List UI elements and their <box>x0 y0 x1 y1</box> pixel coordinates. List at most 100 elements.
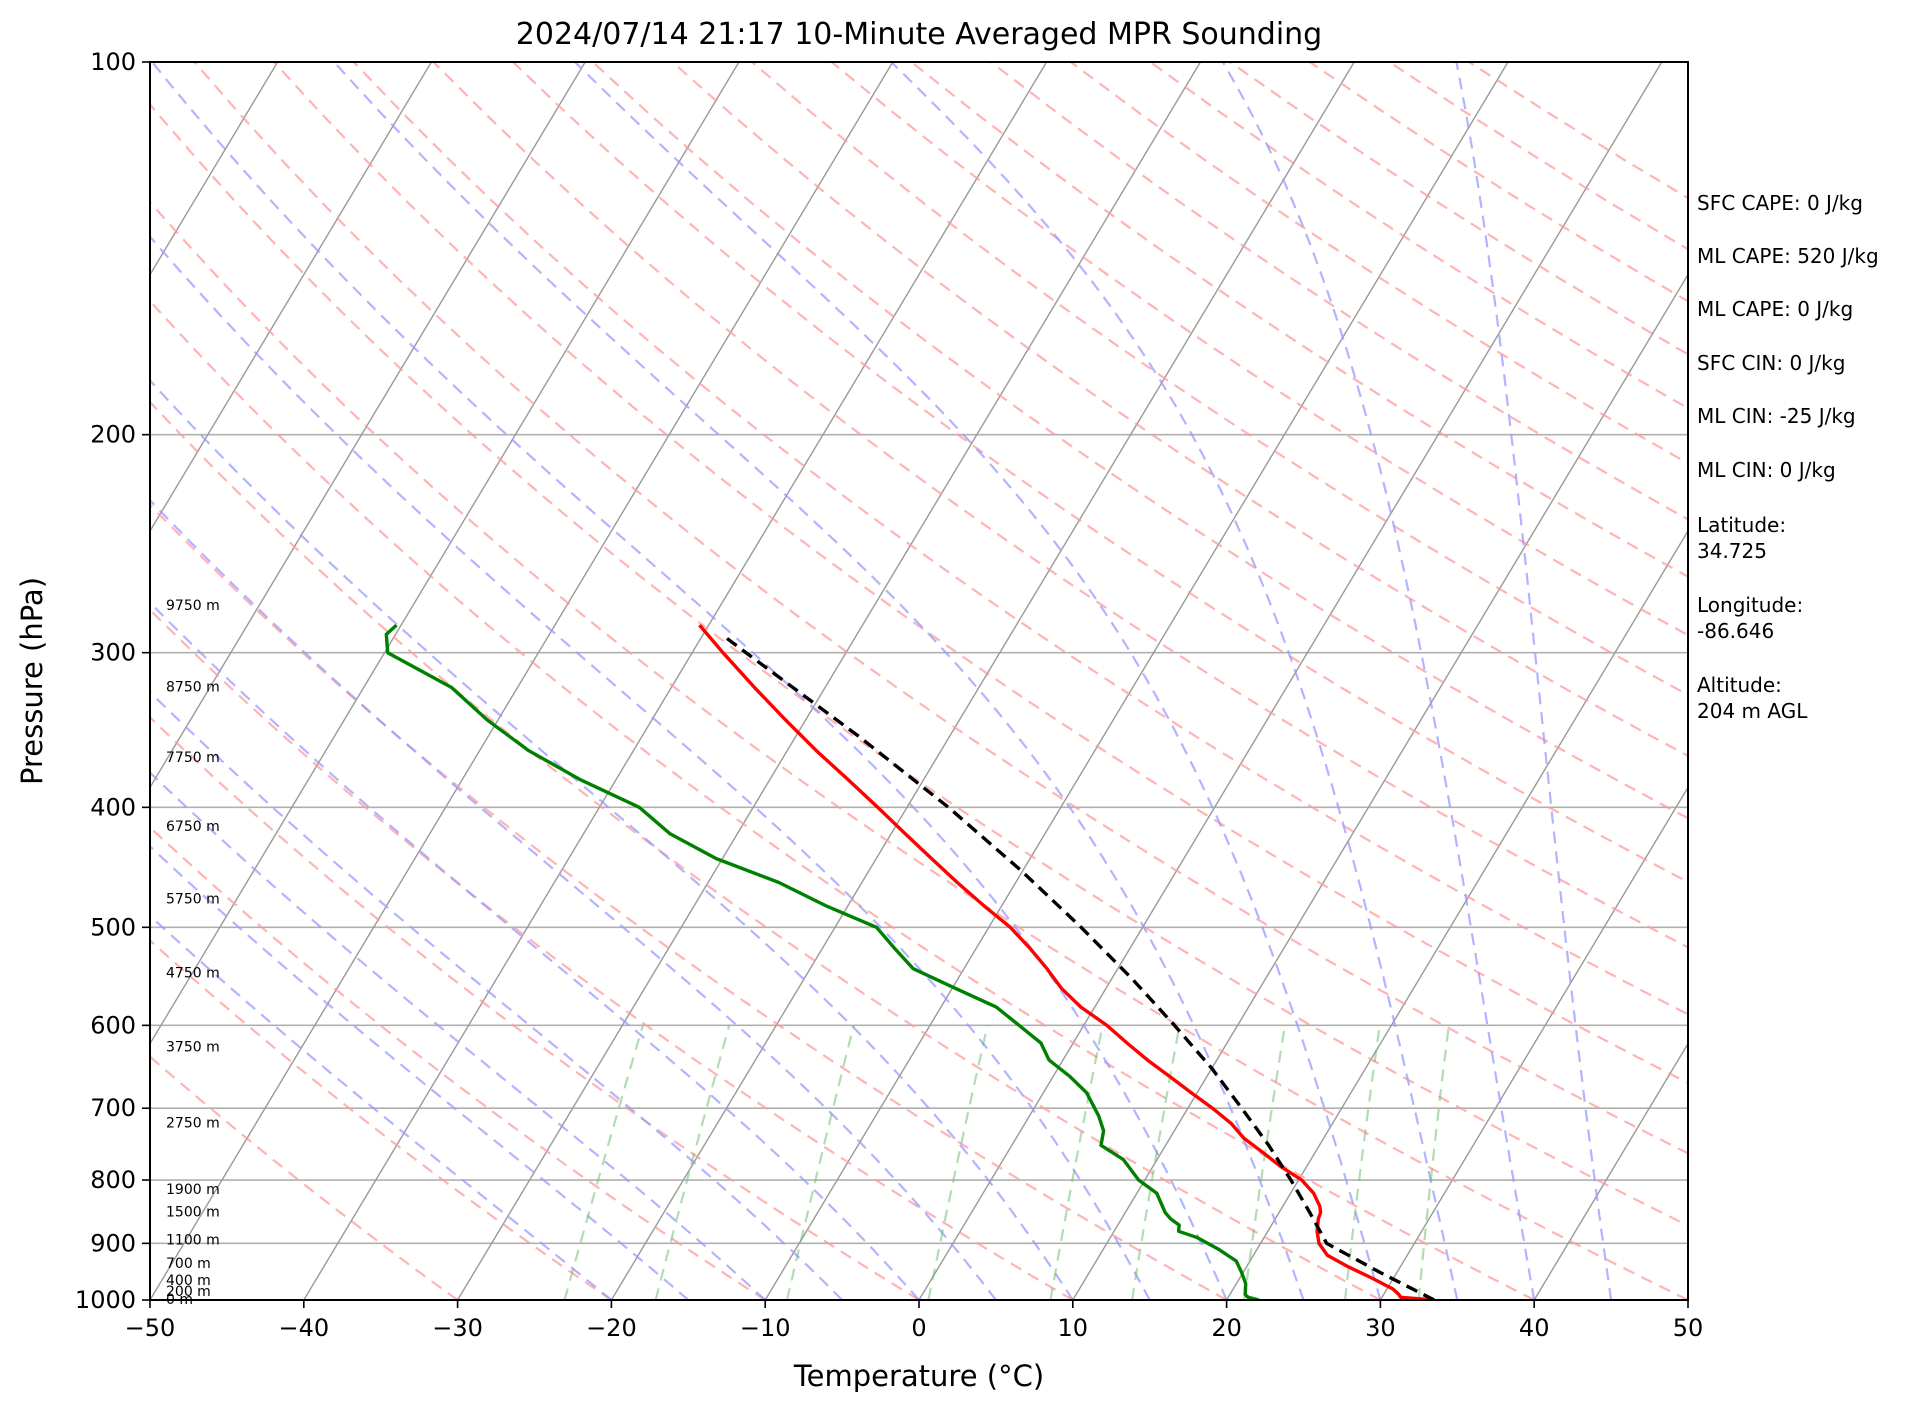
dry-adiabat <box>150 503 1228 1300</box>
x-tick-label: 10 <box>1058 1314 1089 1342</box>
mixing-ratio-line <box>1243 1025 1287 1300</box>
mixing-ratio-line <box>563 1025 644 1300</box>
altitude-value: 204 m AGL <box>1697 699 1808 723</box>
mixing-ratio-line <box>1131 1025 1181 1300</box>
x-axis-label: Temperature (°C) <box>793 1359 1044 1393</box>
y-tick-label: 900 <box>90 1229 136 1257</box>
info-line-ml-cape-2: ML CAPE: 0 J/kg <box>1697 297 1853 321</box>
moist-adiabat <box>150 771 766 1300</box>
dry-adiabat <box>591 62 1688 820</box>
moist-adiabat <box>150 378 1074 1300</box>
y-tick-label: 800 <box>90 1166 136 1194</box>
isotherm <box>1072 273 1688 1300</box>
pressure-gridlines <box>150 62 1688 1300</box>
dry-adiabat <box>150 825 766 1300</box>
mixing-ratio-line <box>1417 1025 1450 1300</box>
latitude-value: 34.725 <box>1697 539 1767 563</box>
x-tick-label: −30 <box>432 1314 483 1342</box>
dry-adiabat <box>150 400 1381 1300</box>
dry-adiabat <box>910 62 1688 578</box>
x-tick-label: 0 <box>911 1314 926 1342</box>
height-label: 1900 m <box>166 1182 220 1198</box>
moist-adiabat <box>1221 62 1536 1300</box>
dry-adiabat <box>150 102 1688 1227</box>
y-tick-label: 700 <box>90 1094 136 1122</box>
height-label: 9750 m <box>166 598 220 614</box>
dry-adiabat <box>512 62 1688 884</box>
dry-adiabat <box>150 1055 459 1300</box>
moist-adiabat <box>150 914 613 1300</box>
info-line-sfc-cape: SFC CAPE: 0 J/kg <box>1697 191 1863 215</box>
height-label: 8750 m <box>166 679 220 695</box>
isotherm <box>1533 1042 1688 1300</box>
isotherm <box>1379 785 1688 1300</box>
dry-adiabat <box>352 62 1688 1016</box>
height-label: 3750 m <box>166 1039 220 1055</box>
y-tick-label: 100 <box>90 48 136 76</box>
x-tick-label: 50 <box>1673 1314 1704 1342</box>
x-tick-label: −20 <box>586 1314 637 1342</box>
moist-adiabat <box>150 844 690 1300</box>
isotherm <box>303 62 1048 1300</box>
isotherm <box>150 62 586 789</box>
longitude-value: -86.646 <box>1697 619 1774 643</box>
height-label: 400 m <box>166 1273 211 1289</box>
chart-title: 2024/07/14 21:17 10-Minute Averaged MPR … <box>516 17 1322 52</box>
height-label: 1500 m <box>166 1205 220 1221</box>
y-tick-label: 600 <box>90 1011 136 1039</box>
mixing-ratio-lines <box>563 1025 1450 1300</box>
height-labels: 9750 m 8750 m 7750 m 6750 m 5750 m 4750 m 3750… <box>166 598 220 1308</box>
dry-adiabat <box>273 62 1688 1085</box>
mixing-ratio-line <box>1343 1025 1381 1300</box>
temperature-line <box>698 623 1435 1300</box>
height-label: 1100 m <box>166 1232 220 1248</box>
mixing-ratio-line <box>1049 1025 1104 1300</box>
axis-ticks: −50 −40 −30 −20 −10 0 10 20 30 40 50 100 200 300 400 50… <box>75 48 1703 1342</box>
y-axis-label: Pressure (hPa) <box>15 577 49 785</box>
dry-adiabat <box>150 299 1535 1300</box>
height-label: 5750 m <box>166 892 220 908</box>
isotherm <box>150 62 433 533</box>
y-tick-label: 500 <box>90 913 136 941</box>
isotherm <box>918 62 1663 1300</box>
moist-adiabat <box>150 690 843 1300</box>
dry-adiabats <box>150 62 1688 1300</box>
height-label: 4750 m <box>166 966 220 982</box>
sounding-info: SFC CAPE: 0 J/kg ML CAPE: 520 J/kg ML CA… <box>1697 191 1879 723</box>
moist-adiabat <box>333 62 1305 1300</box>
height-label: 2750 m <box>166 1115 220 1131</box>
isotherm <box>150 62 740 1046</box>
x-tick-label: 40 <box>1519 1314 1550 1342</box>
x-tick-label: 30 <box>1365 1314 1396 1342</box>
y-tick-label: 400 <box>90 793 136 821</box>
height-label: 200 m <box>166 1284 211 1300</box>
parcel-path-line <box>720 633 1435 1300</box>
info-line-ml-cape: ML CAPE: 520 J/kg <box>1697 244 1879 268</box>
mixing-ratio-line <box>927 1025 989 1300</box>
dry-adiabat <box>150 200 1688 1300</box>
isotherm <box>764 62 1509 1300</box>
moist-adiabat <box>890 62 1459 1300</box>
isotherm <box>150 62 279 277</box>
height-label: 6750 m <box>166 819 220 835</box>
height-label: 7750 m <box>166 750 220 766</box>
x-tick-label: −50 <box>125 1314 176 1342</box>
longitude-label: Longitude: <box>1697 593 1803 617</box>
isotherm <box>150 62 894 1300</box>
isotherm <box>610 62 1355 1300</box>
altitude-label: Altitude: <box>1697 673 1782 697</box>
mixing-ratio-line <box>654 1025 731 1300</box>
dry-adiabat <box>671 62 1688 758</box>
x-tick-label: −40 <box>278 1314 329 1342</box>
height-label: 0 m <box>166 1292 193 1308</box>
profile-lines <box>384 623 1435 1300</box>
moist-adiabat <box>1455 62 1613 1300</box>
y-tick-label: 200 <box>90 421 136 449</box>
mixing-ratio-line <box>785 1025 855 1300</box>
dry-adiabat <box>193 62 1688 1155</box>
x-tick-label: −10 <box>740 1314 791 1342</box>
info-line-sfc-cin: SFC CIN: 0 J/kg <box>1697 351 1845 375</box>
isotherm <box>456 62 1202 1300</box>
